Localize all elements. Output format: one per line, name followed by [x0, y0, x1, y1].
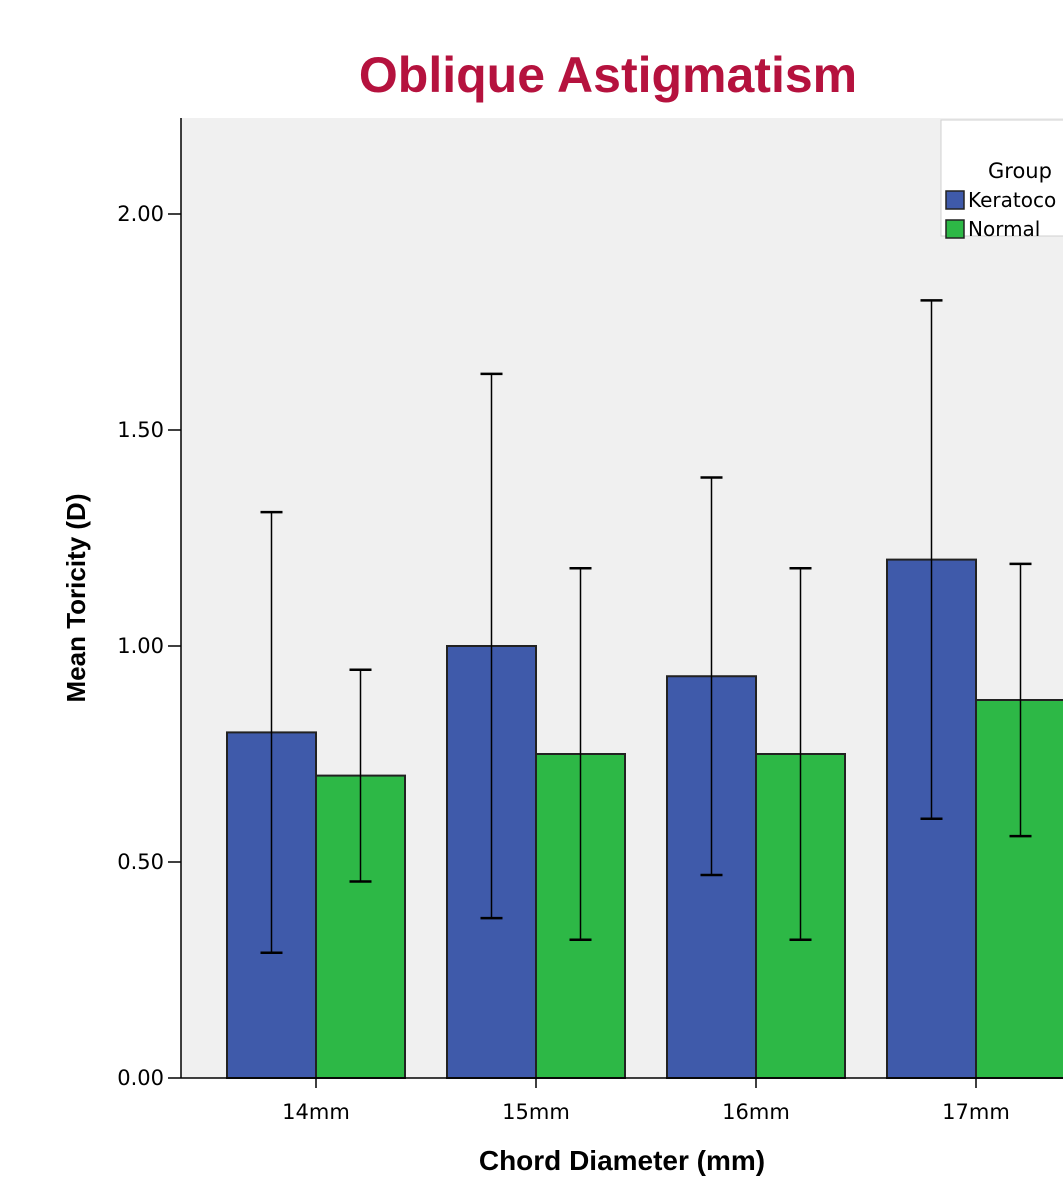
y-tick-label: 1.50 [117, 418, 164, 442]
y-axis-ticks: 0.00 0.50 1.00 1.50 2.00 [117, 202, 181, 1090]
y-axis-title: Mean Toricity (D) [61, 494, 91, 703]
legend-title: Group [988, 159, 1052, 183]
x-tick-label: 17mm [942, 1100, 1010, 1124]
error-bar-normal-14mm [349, 668, 372, 883]
error-bar-normal-15mm [569, 566, 592, 942]
legend-box [940, 119, 1063, 237]
y-tick-label: 0.50 [117, 850, 164, 874]
chart-title: Oblique Astigmatism [359, 47, 857, 103]
legend-items: Keratoco Normal [945, 188, 1056, 241]
legend-label-normal: Normal [968, 217, 1040, 241]
x-axis-ticks: 14mm 15mm 16mm 17mm [282, 1078, 1010, 1124]
x-tick-label: 15mm [502, 1100, 570, 1124]
error-bar-keratoco-17mm [920, 299, 943, 821]
x-axis-title: Chord Diameter (mm) [479, 1145, 765, 1176]
legend-swatch-keratoco [945, 190, 965, 210]
y-tick-label: 2.00 [117, 202, 164, 226]
y-tick-label: 0.00 [117, 1066, 164, 1090]
legend-swatch-normal [945, 219, 965, 239]
x-tick-label: 16mm [722, 1100, 790, 1124]
x-tick-label: 14mm [282, 1100, 350, 1124]
y-tick-label: 1.00 [117, 634, 164, 658]
legend-label-keratoco: Keratoco [968, 188, 1056, 212]
error-bar-keratoco-14mm [260, 510, 283, 954]
error-bar-keratoco-15mm [480, 372, 503, 920]
error-bar-keratoco-16mm [700, 476, 723, 877]
error-bars-layer [260, 299, 1032, 954]
error-bar-normal-17mm [1009, 562, 1032, 838]
bar-normal-17mm [975, 699, 1063, 1079]
legend: Group Keratoco Normal [940, 119, 1063, 241]
error-bar-normal-16mm [789, 566, 812, 942]
